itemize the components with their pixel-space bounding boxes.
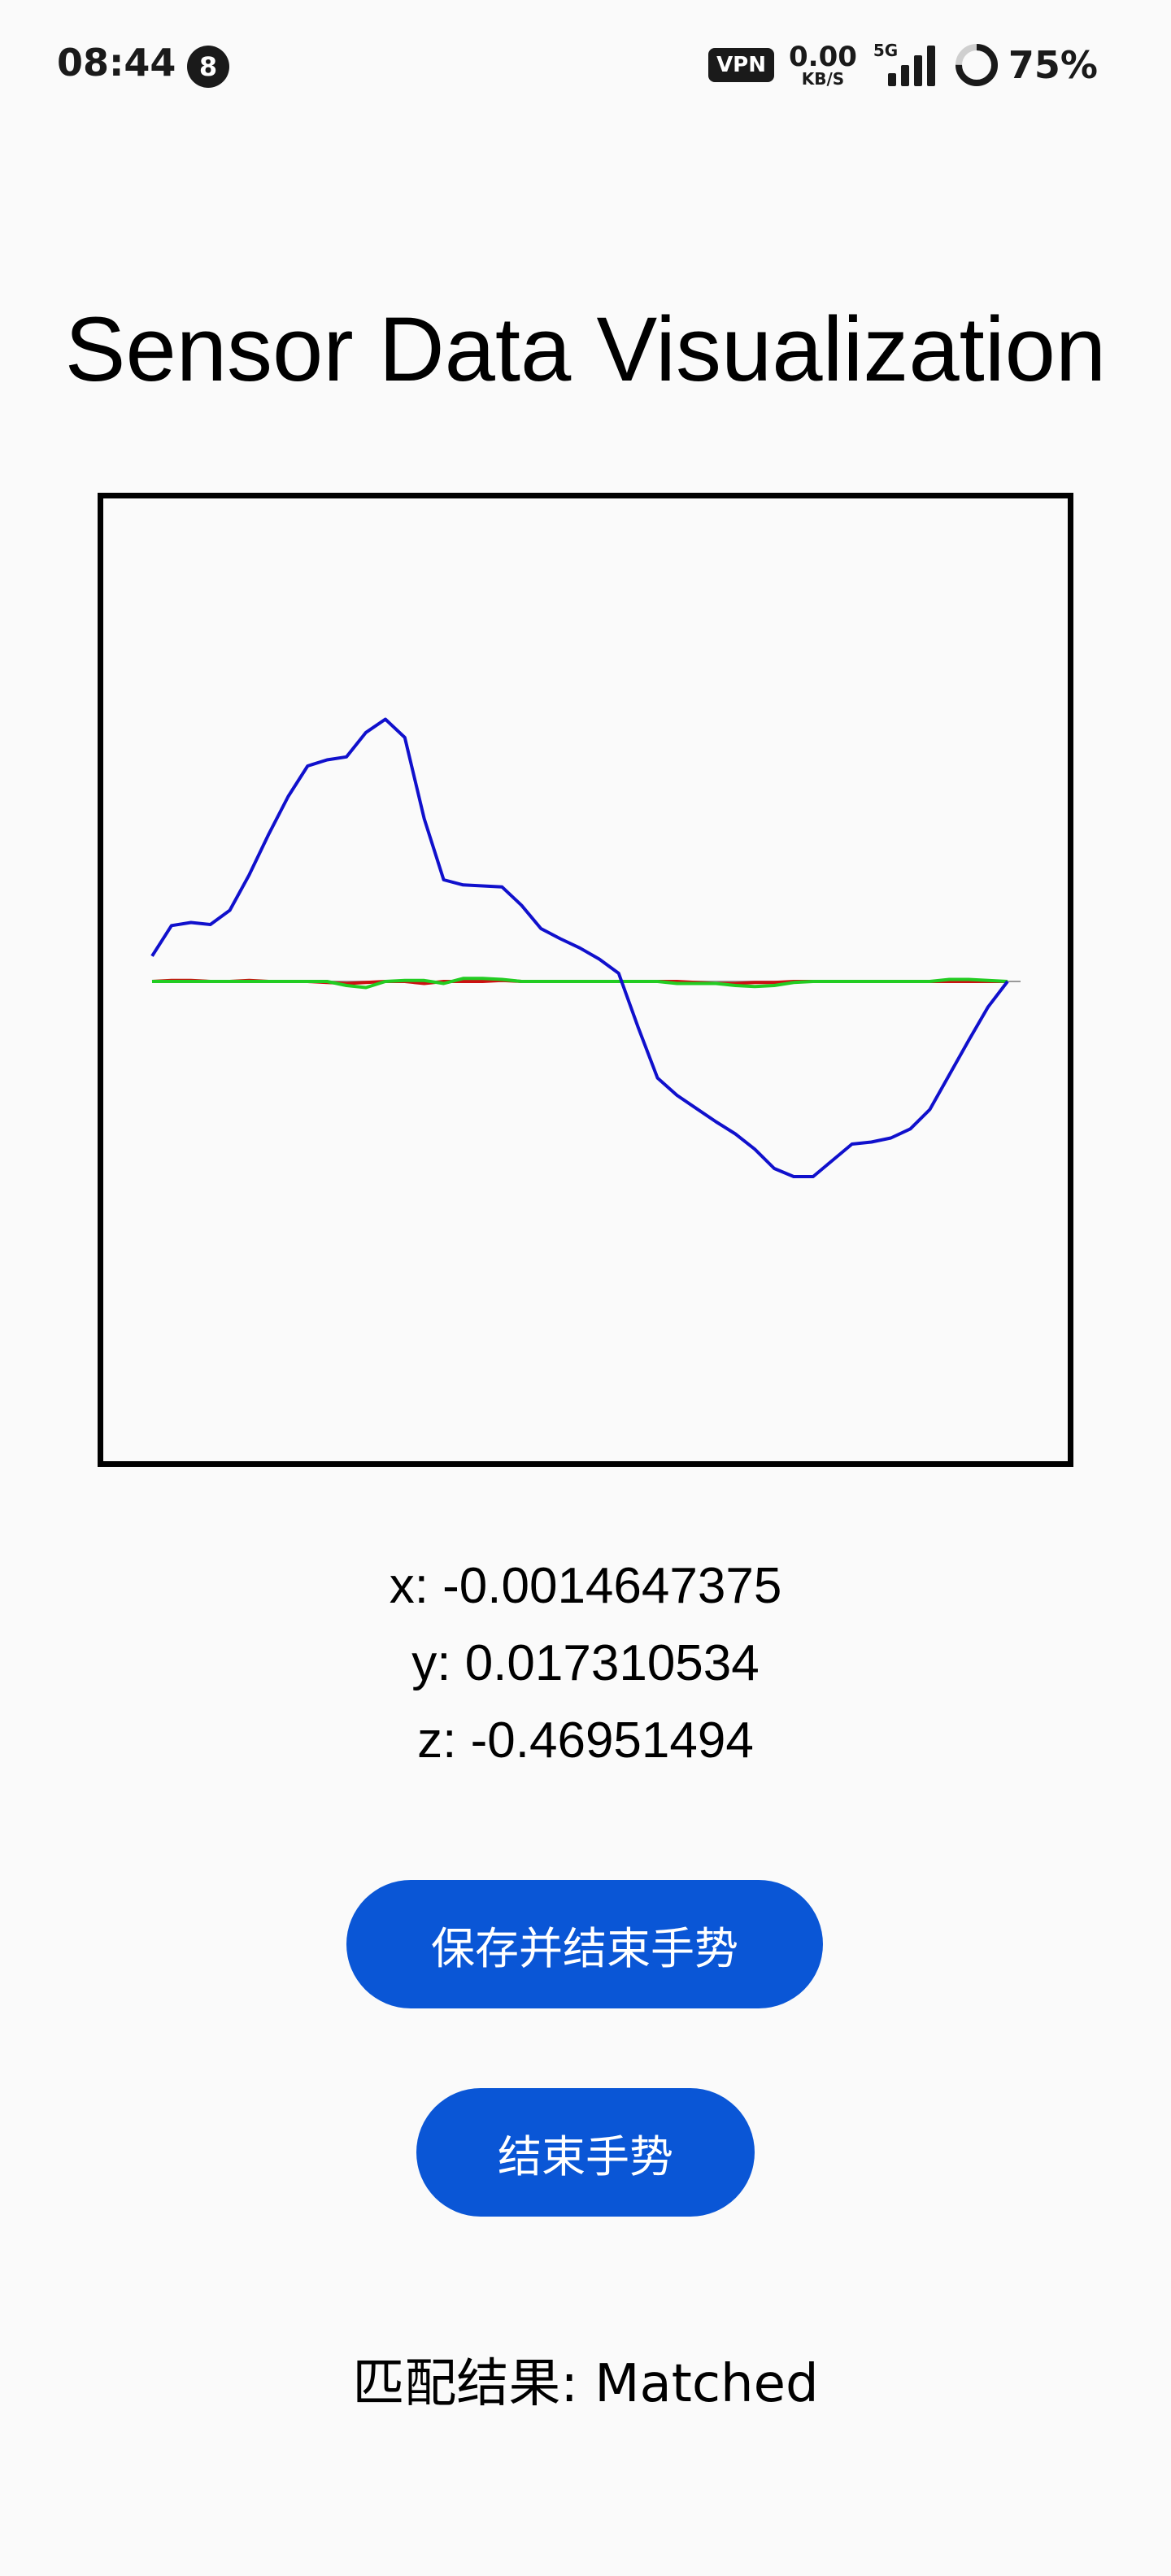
status-time: 08:44 [57,41,176,85]
battery-icon [955,44,998,86]
network-speed-unit: KB/S [801,69,845,89]
page-title: Sensor Data Visualization [64,298,1107,400]
network-type: 5G [873,41,899,60]
sensor-chart-svg [150,717,1021,1178]
z-readout: z: -0.46951494 [417,1712,754,1769]
series-line-2 [152,977,1008,990]
battery-percent: 75% [1008,43,1098,87]
sensor-chart [98,493,1073,1467]
x-readout: x: -0.0014647375 [389,1558,782,1614]
network-speed-value: 0.00 [789,41,857,73]
network-speed: 0.00 KB/S [789,43,857,87]
save-and-end-gesture-button[interactable]: 保存并结束手势 [346,1880,823,2008]
y-readout: y: 0.017310534 [411,1635,760,1691]
end-gesture-button[interactable]: 结束手势 [416,2088,755,2217]
signal-icon: 5G [873,41,935,86]
status-bar: 08:44 8 VPN 0.00 KB/S 5G 75% [0,0,1171,130]
status-indicators: VPN 0.00 KB/S 5G 75% [708,39,1098,91]
notification-badge: 8 [187,46,229,88]
series-line-0 [150,717,1009,1178]
vpn-icon: VPN [708,48,774,82]
match-result: 匹配结果: Matched [352,2354,819,2414]
